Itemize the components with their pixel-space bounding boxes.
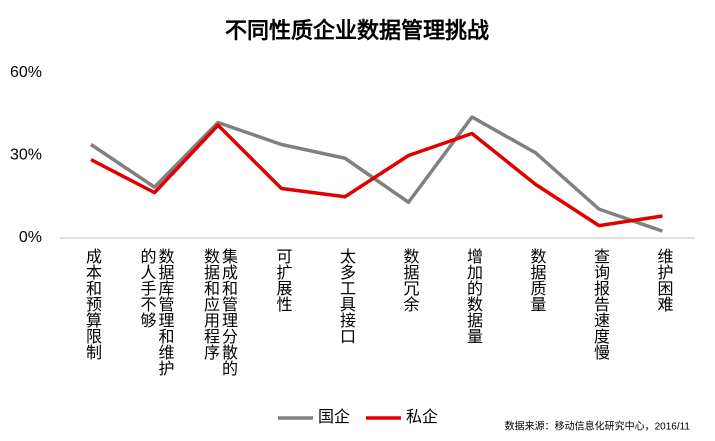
series-line [90,123,663,228]
x-tick-label: 成本和预算限制 [83,248,100,360]
y-tick-label: 0% [19,229,42,246]
x-tick-label: 数据质量 [527,248,545,312]
y-tick-label: 30% [10,147,42,164]
legend-label: 国企 [318,408,350,426]
x-tick-label: 数据冗余 [400,248,418,312]
y-tick-label: 60% [10,64,42,81]
x-tick-label: 集成和管理分散的数据和应用程序 [201,248,236,376]
x-tick-label: 增加的数据量 [464,248,481,344]
chart-title: 不同性质企业数据管理挑战 [225,18,489,43]
source: 数据来源：移动信息化研究中心，2016/11 [505,420,691,433]
legend-label: 私企 [406,408,438,426]
x-tick-label: 可扩展性 [273,248,291,312]
x-tick-label: 太多工具接口 [337,248,354,344]
series-line [90,115,664,233]
x-tick-label: 维护困难 [654,248,672,312]
x-tick-label: 数据库管理和维护的人手不够 [137,248,173,376]
x-tick-label: 查询报告速度慢 [591,248,608,360]
